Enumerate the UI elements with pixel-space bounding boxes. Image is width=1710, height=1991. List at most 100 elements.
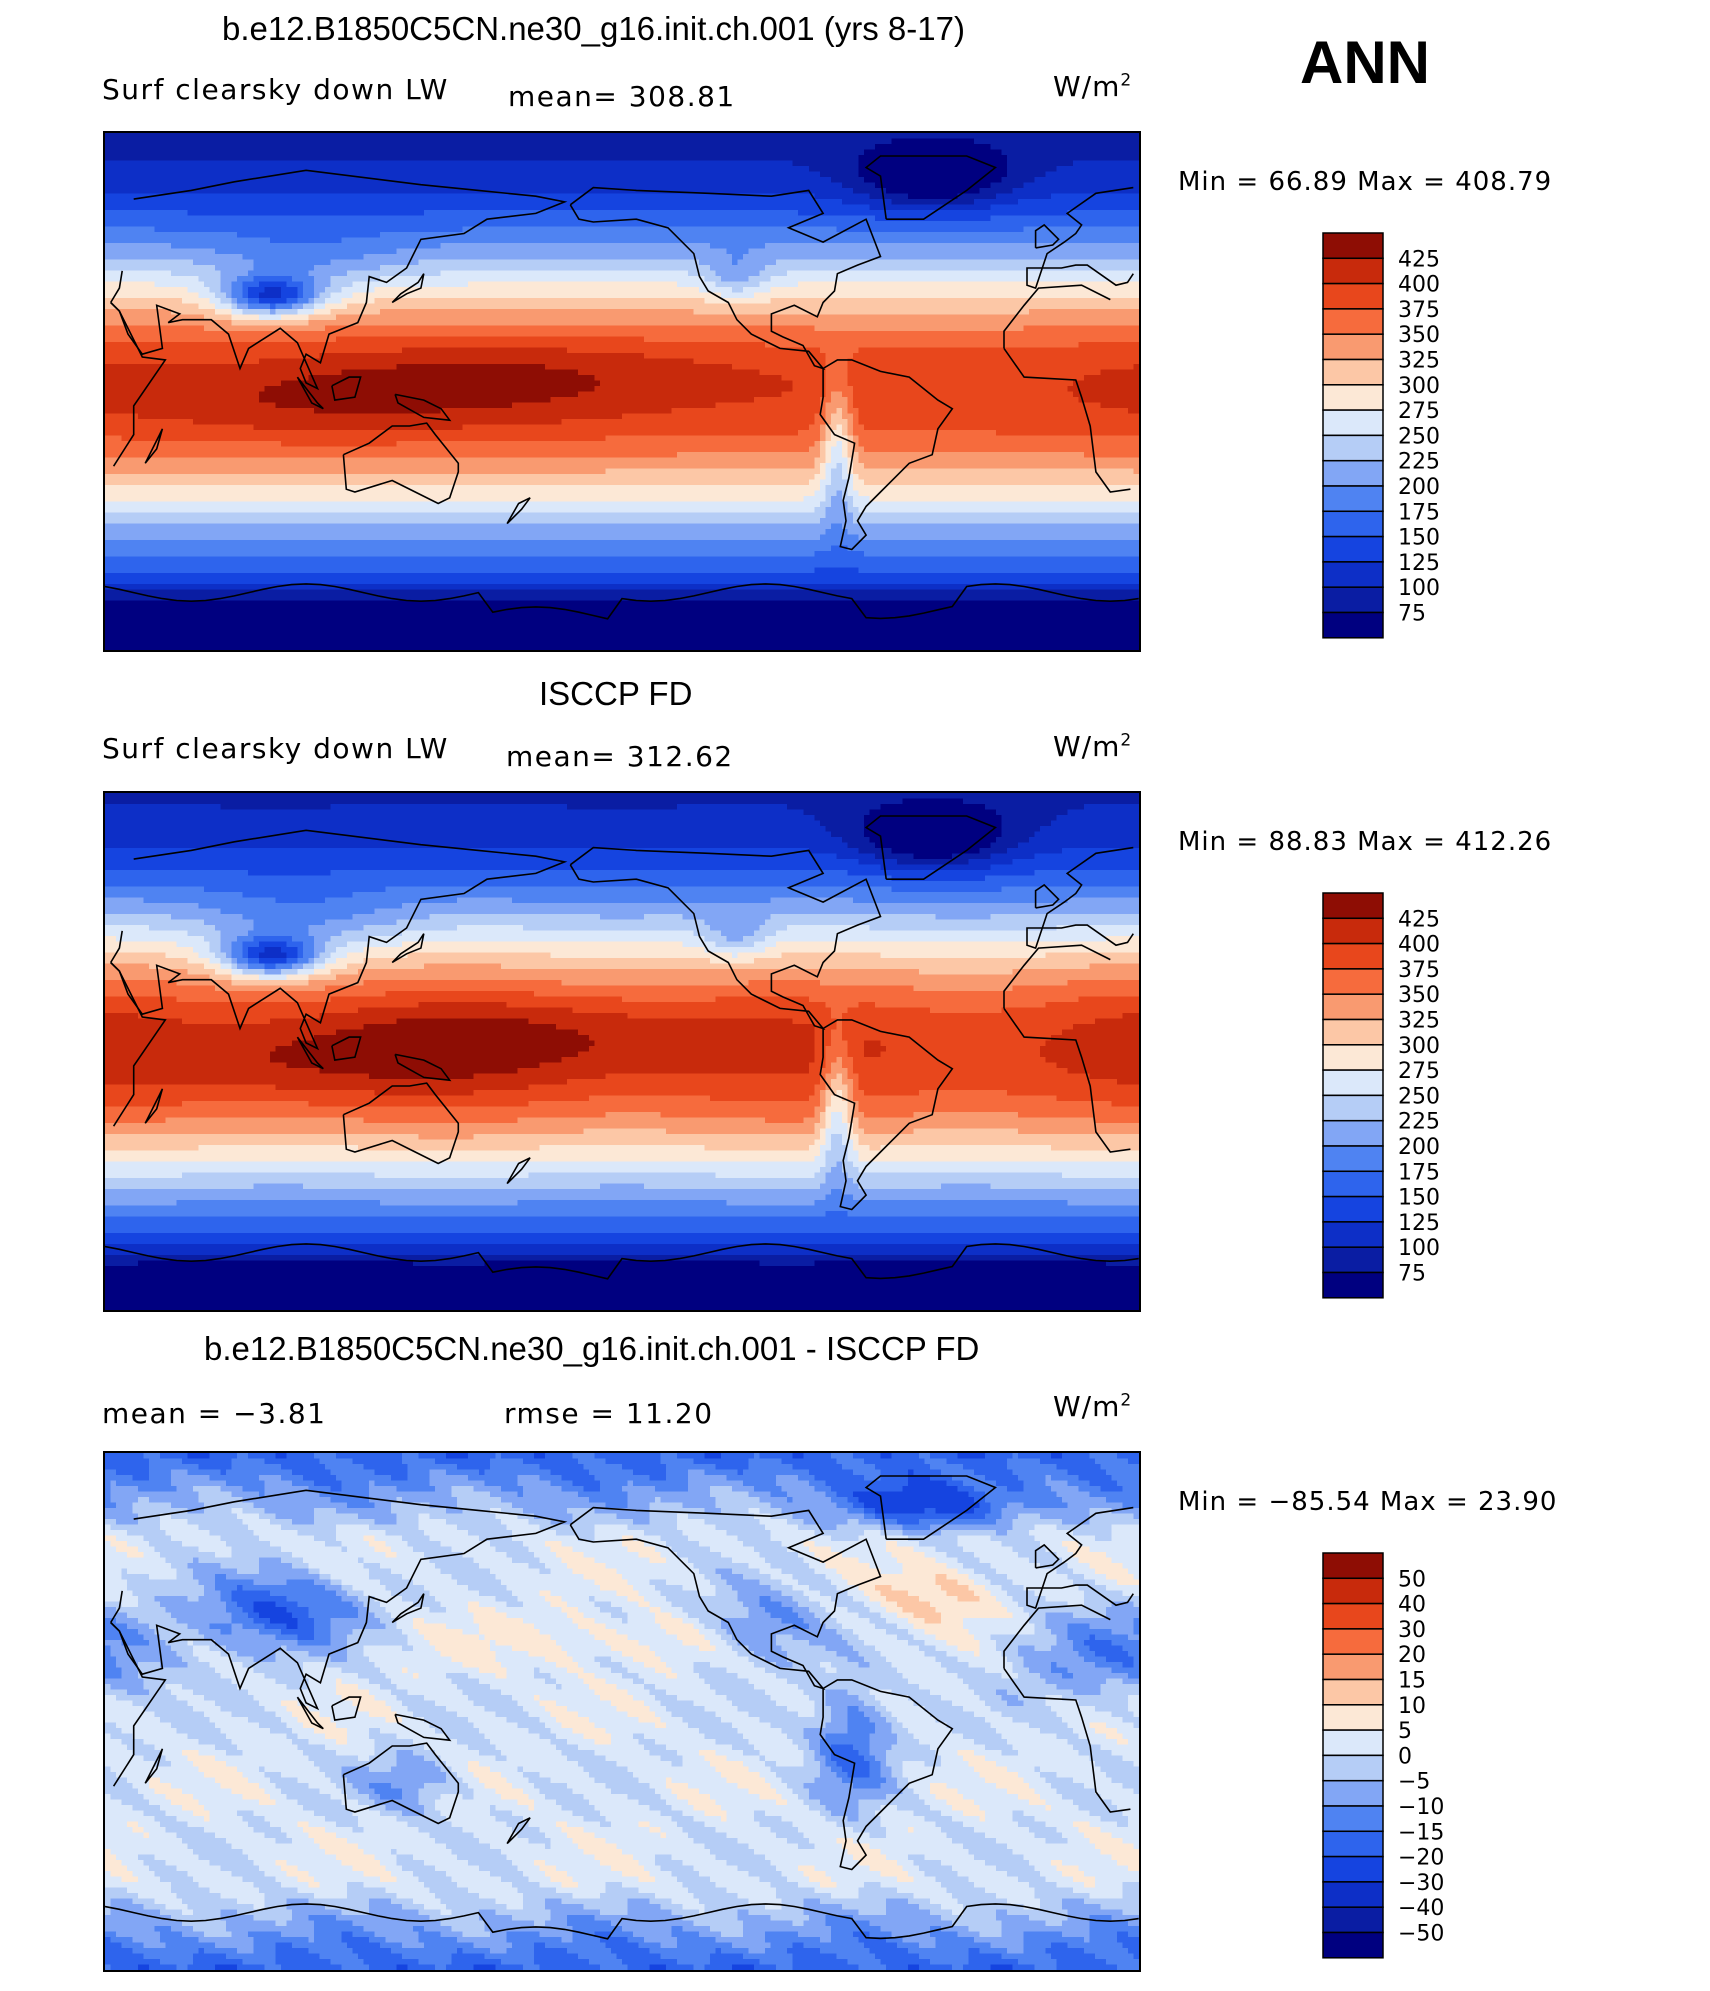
colorbar-swatch [1322, 1221, 1384, 1248]
coastline [819, 1019, 954, 1211]
colorbar-swatch [1322, 1906, 1384, 1934]
colorbar-tick-label: 250 [1398, 1084, 1440, 1109]
colorbar-swatch [1322, 510, 1384, 538]
colorbar-swatch [1322, 892, 1384, 920]
colorbar-tick-label: −20 [1398, 1846, 1444, 1871]
coastline [569, 846, 882, 1031]
colorbar-swatch [1322, 968, 1384, 995]
colorbar-swatch [1322, 282, 1384, 310]
colorbar-swatch [1322, 1552, 1384, 1580]
colorbar-tick-label: 225 [1398, 450, 1440, 475]
coastline [506, 1817, 531, 1845]
coastline-antarctica [105, 583, 1139, 620]
colorbar-swatch [1322, 561, 1384, 588]
coastline [506, 497, 531, 525]
coastline [569, 186, 882, 371]
colorbar-tick-label: 0 [1398, 1744, 1412, 1769]
mean-label: mean= 308.81 [508, 80, 736, 113]
colorbar-tick-label: 150 [1398, 1186, 1440, 1211]
colorbar-swatch [1322, 917, 1384, 945]
rmse-label: rmse = 11.20 [504, 1397, 714, 1430]
filled-contour-field [105, 793, 1139, 1310]
coastline [1034, 883, 1060, 909]
colorbar-swatch [1322, 1094, 1384, 1122]
coastlines [105, 815, 1139, 1280]
mean-label: mean = −3.81 [102, 1397, 327, 1430]
coastline [144, 1088, 164, 1124]
colorbar-swatch [1322, 1931, 1384, 1959]
mean-label: mean= 312.62 [506, 740, 734, 773]
coastline [391, 273, 425, 304]
colorbar-swatch [1322, 1145, 1384, 1173]
colorbar-tick-label: 125 [1398, 551, 1440, 576]
variable-label: Surf clearsky down LW [102, 73, 449, 106]
min-max-label: Min = 66.89 Max = 408.79 [1178, 167, 1553, 197]
colorbar-tick-label: 75 [1398, 1262, 1426, 1287]
coastline [296, 1036, 324, 1070]
colorbar-swatch [1322, 1678, 1384, 1706]
colorbar-tick-label: 50 [1398, 1567, 1426, 1592]
colorbar-swatch [1322, 1195, 1384, 1223]
filled-contour-field [105, 133, 1139, 650]
coastline [394, 1053, 452, 1082]
coastline [144, 1748, 164, 1784]
colorbar-tick-label: 20 [1398, 1643, 1426, 1668]
units-label: W/m2 [1053, 1390, 1133, 1423]
colorbar-tick-label: 375 [1398, 298, 1440, 323]
coastline-antarctica [105, 1903, 1139, 1940]
coastline [342, 1082, 460, 1165]
coastline [506, 1157, 531, 1185]
colorbar: 425 400 375 350 325 300 275 250 225 200 175 150 125 1… [1322, 892, 1472, 1301]
colorbar-swatch [1322, 1779, 1384, 1807]
colorbar-swatch [1322, 1246, 1384, 1274]
colorbar-tick-label: 225 [1398, 1110, 1440, 1135]
colorbar-swatch [1322, 1170, 1384, 1198]
colorbar-tick-label: 100 [1398, 1236, 1440, 1261]
coastline [144, 428, 164, 464]
colorbar-swatch [1322, 1271, 1384, 1299]
colorbar-swatch [1322, 1602, 1384, 1630]
colorbar-swatch [1322, 358, 1384, 386]
colorbar-swatch [1322, 434, 1384, 462]
coastline [342, 1742, 460, 1825]
coastline [110, 1489, 1134, 1711]
colorbar-swatch [1322, 1704, 1384, 1731]
colorbar-tick-label: −10 [1398, 1795, 1444, 1820]
colorbar-swatch [1322, 409, 1384, 437]
colorbar-swatch [1322, 535, 1384, 563]
colorbar-swatch [1322, 384, 1384, 411]
colorbar-tick-label: −15 [1398, 1820, 1444, 1845]
colorbar-swatch [1322, 1577, 1384, 1605]
colorbar-tick-label: 425 [1398, 907, 1440, 932]
colorbar-swatch [1322, 1881, 1384, 1908]
colorbar-tick-label: 175 [1398, 1160, 1440, 1185]
colorbar-swatch [1322, 611, 1384, 639]
coastline [391, 1593, 425, 1624]
colorbar-tick-label: 150 [1398, 526, 1440, 551]
colorbar-swatch [1322, 257, 1384, 285]
colorbar-tick-label: 275 [1398, 1059, 1440, 1084]
colorbar-tick-label: −5 [1398, 1770, 1430, 1795]
colorbar-swatch [1322, 1830, 1384, 1858]
coastline [110, 169, 1134, 391]
coastline [864, 815, 997, 880]
colorbar-swatch [1322, 1855, 1384, 1883]
coastline [819, 1679, 954, 1871]
colorbar-swatch [1322, 485, 1384, 513]
colorbar-tick-label: −30 [1398, 1871, 1444, 1896]
min-max-label: Min = −85.54 Max = 23.90 [1178, 1487, 1558, 1517]
coastline [394, 1713, 452, 1742]
colorbar: 50 40 30 20 15 10 5 0 −5 −10 −15 −20 −30 −40 −50 [1322, 1552, 1472, 1961]
colorbar-tick-label: 275 [1398, 399, 1440, 424]
colorbar-tick-label: 100 [1398, 576, 1440, 601]
colorbar-tick-label: 325 [1398, 1009, 1440, 1034]
colorbar-tick-label: −40 [1398, 1896, 1444, 1921]
season-label: ANN [1300, 29, 1430, 96]
colorbar-swatch [1322, 1044, 1384, 1071]
colorbar-swatch [1322, 1754, 1384, 1782]
coastline [1034, 223, 1060, 249]
units-label: W/m2 [1053, 730, 1133, 763]
colorbar-tick-label: 300 [1398, 1034, 1440, 1059]
colorbar-tick-label: 15 [1398, 1669, 1426, 1694]
colorbar-tick-label: 350 [1398, 323, 1440, 348]
